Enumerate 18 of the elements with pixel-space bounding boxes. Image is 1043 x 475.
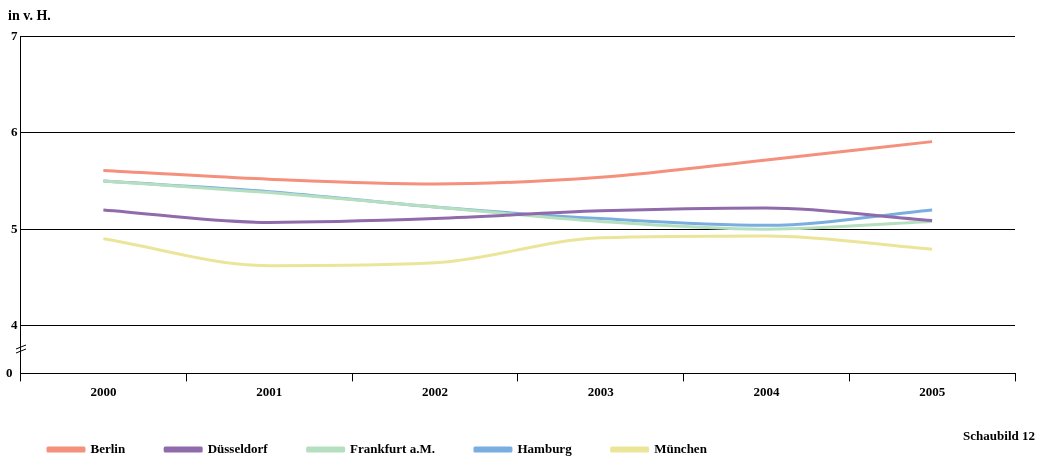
legend-label: Hamburg — [517, 440, 573, 456]
y-axis-title: in v. H. — [8, 8, 52, 25]
x-tick-label: 2001 — [256, 383, 283, 399]
y-tick-label: 7 — [11, 28, 18, 44]
text: 0 — [6, 365, 13, 382]
x-tick-label: 2002 — [421, 383, 448, 399]
legend-label: München — [654, 440, 708, 456]
x-tick-label: 2004 — [753, 383, 780, 399]
y-tick-label: 4 — [11, 316, 18, 332]
x-tick-label: 2000 — [90, 383, 117, 399]
legend-label: Frankfurt a.M. — [350, 440, 435, 456]
y-tick-label: 5 — [11, 220, 18, 236]
legend-label: Düsseldorf — [207, 440, 269, 456]
text: Schaubild 12 — [963, 428, 1035, 444]
x-tick-label: 2005 — [919, 383, 946, 399]
legend-label: Berlin — [90, 440, 126, 456]
x-tick-label: 2003 — [587, 383, 615, 399]
y-tick-label: 6 — [11, 124, 18, 140]
